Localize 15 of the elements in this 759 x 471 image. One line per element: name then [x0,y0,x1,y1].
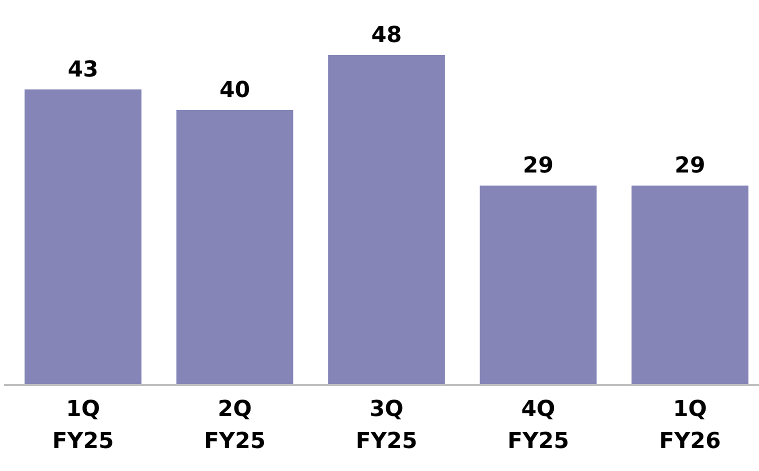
x-tick-label: 1Q FY25 [52,397,114,454]
bar [24,89,142,385]
bar [632,186,748,385]
data-label: 43 [68,57,98,82]
data-label: 29 [522,154,554,179]
data-label: 40 [219,78,250,103]
data-label: 29 [674,154,706,179]
bar [480,186,597,385]
x-tick-label: 2Q FY25 [204,397,266,454]
x-tick-label: 4Q FY25 [507,397,570,454]
bar [328,55,445,385]
x-tick-label: 1Q FY26 [659,397,721,454]
data-label: 48 [371,23,402,48]
bar [176,110,294,385]
x-tick-label: 3Q FY25 [356,397,418,454]
